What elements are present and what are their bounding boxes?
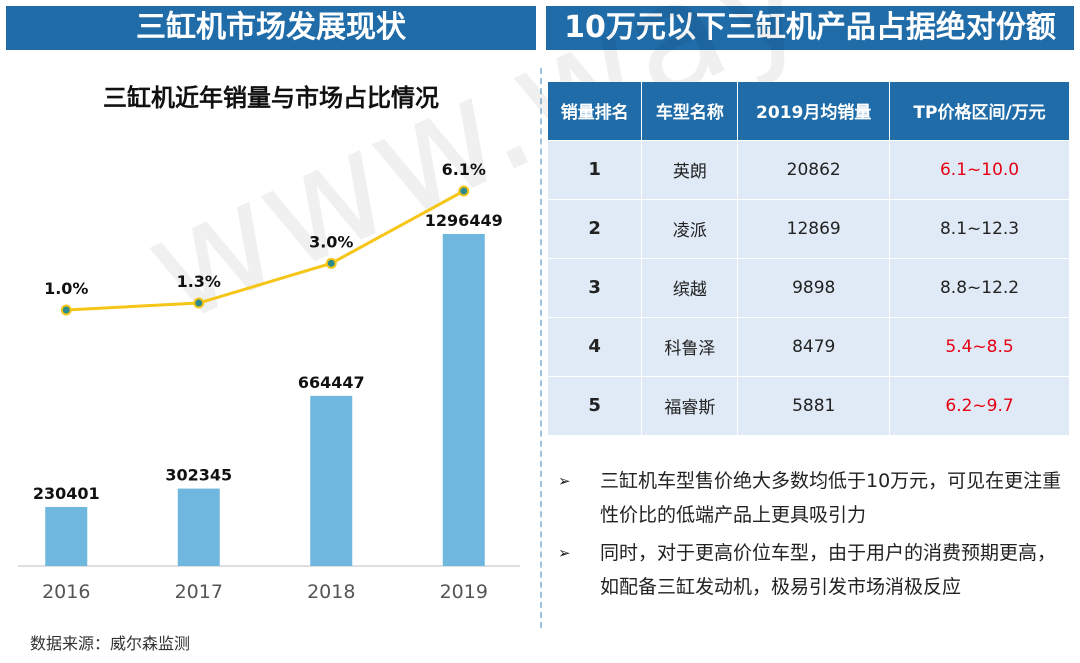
- share-value-label: 6.1%: [442, 160, 486, 179]
- cell-rank: 1: [548, 139, 643, 199]
- header-sales: 2019月均销量: [737, 82, 891, 140]
- cell-rank: 5: [548, 375, 643, 435]
- cell-rank: 4: [548, 316, 643, 376]
- bullet-arrow-icon: ➢: [558, 544, 571, 562]
- bullet-item: ➢ 三缸机车型售价绝大多数均低于10万元，可见在更注重性价比的低端产品上更具吸引力: [556, 464, 1066, 532]
- table-row: 5 福睿斯 5881 6.2~9.7: [548, 375, 1070, 435]
- cell-model: 缤越: [641, 257, 739, 317]
- cell-model: 凌派: [641, 198, 739, 258]
- header-price: TP价格区间/万元: [889, 82, 1070, 140]
- share-value-label: 3.0%: [309, 232, 353, 251]
- bar-value-label: 664447: [298, 373, 365, 392]
- cell-rank: 3: [548, 257, 643, 317]
- bar: [310, 395, 353, 566]
- share-value-label: 1.0%: [44, 279, 88, 298]
- cell-sales: 9898: [737, 257, 891, 317]
- cell-price: 8.1~12.3: [889, 198, 1070, 258]
- x-tick-label: 2019: [440, 581, 488, 603]
- cell-sales: 20862: [737, 139, 891, 199]
- bullet-text: 同时，对于更高价位车型，由于用户的消费预期更高，如配备三缸发动机，极易引发市场消…: [600, 542, 1057, 598]
- bar: [177, 488, 220, 566]
- cell-price: 8.8~12.2: [889, 257, 1070, 317]
- table-header-row: 销量排名 车型名称 2019月均销量 TP价格区间/万元: [548, 82, 1070, 140]
- cell-model: 福睿斯: [641, 375, 739, 435]
- bar-value-label: 302345: [165, 466, 232, 485]
- cell-rank: 2: [548, 198, 643, 258]
- cell-price: 5.4~8.5: [889, 316, 1070, 376]
- x-tick-label: 2018: [307, 581, 355, 603]
- chart-title: 三缸机近年销量与市场占比情况: [103, 84, 439, 112]
- bar-value-label: 1296449: [425, 211, 503, 230]
- bar: [442, 234, 485, 566]
- bullet-text: 三缸机车型售价绝大多数均低于10万元，可见在更注重性价比的低端产品上更具吸引力: [600, 470, 1062, 526]
- product-table: 销量排名 车型名称 2019月均销量 TP价格区间/万元 1 英朗 20862 6.1…: [548, 82, 1070, 435]
- bullet-list: ➢ 三缸机车型售价绝大多数均低于10万元，可见在更注重性价比的低端产品上更具吸引力…: [556, 464, 1066, 608]
- share-point: [193, 297, 205, 309]
- x-tick-label: 2017: [175, 581, 223, 603]
- right-section-banner: 10万元以下三缸机产品占据绝对份额: [546, 6, 1074, 50]
- share-point: [458, 185, 470, 197]
- bar: [45, 506, 88, 566]
- share-point: [325, 257, 337, 269]
- bar-value-label: 230401: [33, 484, 100, 503]
- cell-price: 6.2~9.7: [889, 375, 1070, 435]
- bullet-item: ➢ 同时，对于更高价位车型，由于用户的消费预期更高，如配备三缸发动机，极易引发市场…: [556, 536, 1066, 604]
- table-row: 1 英朗 20862 6.1~10.0: [548, 139, 1070, 199]
- x-tick-label: 2016: [42, 581, 90, 603]
- table-row: 2 凌派 12869 8.1~12.3: [548, 198, 1070, 258]
- cell-price: 6.1~10.0: [889, 139, 1070, 199]
- table-row: 4 科鲁泽 8479 5.4~8.5: [548, 316, 1070, 376]
- table-row: 3 缤越 9898 8.8~12.2: [548, 257, 1070, 317]
- bullet-arrow-icon: ➢: [558, 472, 571, 490]
- cell-model: 科鲁泽: [641, 316, 739, 376]
- share-line: [66, 189, 465, 312]
- header-model: 车型名称: [641, 82, 739, 140]
- share-point: [60, 304, 72, 316]
- cell-model: 英朗: [641, 139, 739, 199]
- cell-sales: 8479: [737, 316, 891, 376]
- cell-sales: 5881: [737, 375, 891, 435]
- share-value-label: 1.3%: [177, 272, 221, 291]
- section-divider: [540, 68, 542, 628]
- left-section-banner: 三缸机市场发展现状: [6, 6, 536, 50]
- cell-sales: 12869: [737, 198, 891, 258]
- sales-share-chart: 230401 302345 664447 1296449 2016 2017 2018 201…: [18, 160, 520, 603]
- data-source-note: 数据来源：威尔森监测: [30, 634, 191, 653]
- header-rank: 销量排名: [548, 82, 643, 140]
